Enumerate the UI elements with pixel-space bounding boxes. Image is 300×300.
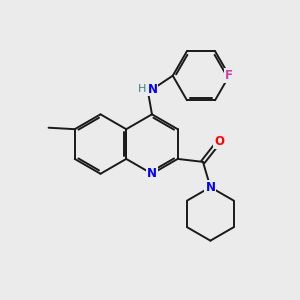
Text: N: N: [148, 82, 158, 96]
Text: H: H: [138, 84, 146, 94]
Text: F: F: [225, 69, 233, 82]
Text: N: N: [206, 181, 215, 194]
Text: N: N: [206, 181, 215, 194]
Text: O: O: [214, 135, 224, 148]
Text: N: N: [147, 167, 157, 180]
